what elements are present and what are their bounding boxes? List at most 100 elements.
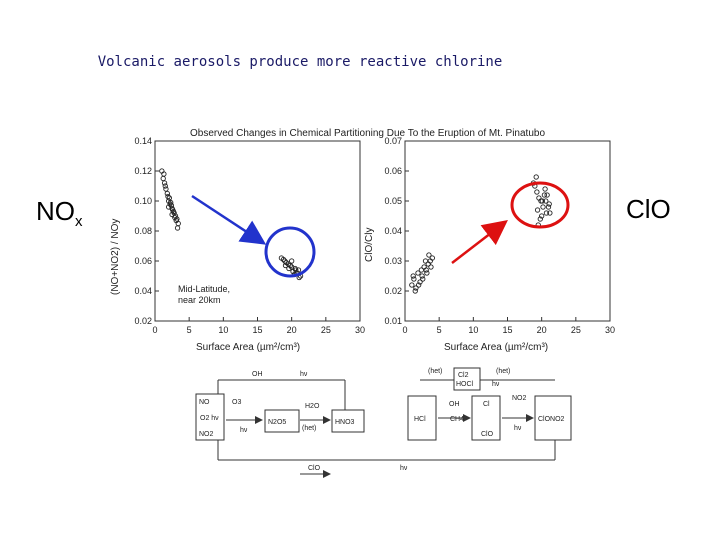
diag-left-hv2: hν xyxy=(240,427,248,434)
right-plot-data-point xyxy=(424,270,430,276)
right-plot-data-point xyxy=(420,276,426,282)
left-plot-data-point xyxy=(289,258,295,264)
left-plot-data-point xyxy=(166,204,172,210)
left-plot-xtick-label: 10 xyxy=(218,325,228,335)
left-plot-xtick-label: 15 xyxy=(252,325,262,335)
right-plot-data-point xyxy=(416,282,422,288)
left-plot-data-point xyxy=(169,211,175,218)
right-plot-data-point xyxy=(419,273,425,279)
red-highlight-ellipse xyxy=(510,181,570,229)
left-plot-data-point xyxy=(174,225,181,231)
left-plot-ytick-label: 0.02 xyxy=(134,316,152,326)
right-plot-axes: 0 5 10 15 20 25 30 0.01 0.02 0.03 0.04 0.05 0.06 0.07 xyxy=(384,136,615,335)
right-plot-data-point xyxy=(422,258,429,264)
blue-highlight-ellipse xyxy=(264,226,316,278)
right-plot-data-point xyxy=(541,192,548,198)
right-xlabel: Surface Area (µm²/cm³) xyxy=(444,342,548,353)
diag-left-hv: hν xyxy=(300,371,308,378)
left-plot-data-point xyxy=(163,186,169,192)
diag-right-ch4: CH4 xyxy=(450,416,464,423)
right-plot-data-point xyxy=(543,210,550,216)
right-plot-xtick-label: 30 xyxy=(605,325,615,335)
diag-right-cl2: Cl2 xyxy=(458,372,469,379)
diag-right-hocl: HOCl xyxy=(456,381,474,388)
left-plot-xtick-label: 30 xyxy=(355,325,365,335)
diag-left-o2hv: O2 hν xyxy=(200,415,219,422)
left-plot-data-point xyxy=(280,256,287,263)
annotation-line2: near 20km xyxy=(178,295,221,305)
right-ylabel: ClO/Cly xyxy=(364,228,375,262)
left-plot-data-point xyxy=(283,259,289,266)
figure-title: Observed Changes in Chemical Partitionin… xyxy=(190,128,545,139)
diag-bottom-clo: ClO xyxy=(308,465,321,472)
right-plot-data-point xyxy=(544,192,550,198)
right-plot-data-point xyxy=(539,213,545,219)
right-plot-data-point xyxy=(547,210,553,216)
right-plot-data-point xyxy=(412,288,418,294)
right-plot-ytick-label: 0.01 xyxy=(384,316,402,326)
left-plot-frame xyxy=(154,140,361,322)
left-plot-xtick-label: 20 xyxy=(287,325,297,335)
left-plot-axes: 0 5 10 15 20 25 30 0.02 0.04 0.06 0.08 0.10 0.12 0.14 xyxy=(134,136,365,335)
diag-right-het2: (het) xyxy=(496,368,510,375)
diag-left-het: (het) xyxy=(302,425,316,432)
diag-left-no2: NO2 xyxy=(199,431,214,438)
right-plot-data-point xyxy=(429,255,435,261)
left-plot-xtick-label: 5 xyxy=(187,325,192,335)
right-plot-ytick-label: 0.03 xyxy=(384,256,402,266)
diag-right-hv: hν xyxy=(492,381,500,388)
right-plot-xtick-label: 5 xyxy=(437,325,442,335)
right-plot-frame xyxy=(404,140,611,322)
left-ylabel: (NO+NO2) / NOy xyxy=(110,219,121,295)
right-plot-data-point xyxy=(539,198,545,204)
right-plot-data-point xyxy=(542,186,548,192)
diag-right-clono2: ClONO2 xyxy=(538,416,565,423)
left-xlabel: Surface Area (µm²/cm³) xyxy=(196,342,300,353)
right-plot-data-point xyxy=(409,282,415,288)
left-plot-data-point xyxy=(168,202,175,209)
diag-right-hv2: hν xyxy=(514,425,522,432)
diag-left-no: NO xyxy=(199,399,210,406)
left-plot-ytick-label: 0.12 xyxy=(134,166,152,176)
right-plot-data-point xyxy=(413,285,419,291)
diag-bottom-hv: hν xyxy=(400,465,408,472)
red-arrow xyxy=(451,219,508,264)
right-plot-data-point xyxy=(426,252,432,258)
nox-label: NOx xyxy=(36,196,83,231)
right-plot-xtick-label: 0 xyxy=(402,325,407,335)
left-plot-ytick-label: 0.06 xyxy=(134,256,152,266)
diag-right-cl: Cl xyxy=(483,401,490,408)
right-plot-data-point xyxy=(546,201,552,207)
right-plot-xtick-label: 10 xyxy=(468,325,478,335)
left-plot-xtick-label: 25 xyxy=(321,325,331,335)
right-plot-data-point xyxy=(540,204,546,210)
right-plot-data-point xyxy=(534,207,541,213)
left-plot-ytick-label: 0.04 xyxy=(134,286,152,296)
diag-left-n2o5: N2O5 xyxy=(268,419,286,426)
blue-arrow xyxy=(191,194,267,245)
diag-right-clo: ClO xyxy=(481,431,494,438)
diag-left-o3a: O3 xyxy=(232,399,241,406)
left-plot-ytick-label: 0.14 xyxy=(134,136,152,146)
left-plot-data-point xyxy=(164,190,170,197)
left-plot-data-point xyxy=(286,265,292,272)
left-plot-data-point xyxy=(165,193,171,200)
right-plot-data-point xyxy=(533,174,539,180)
right-plot-points xyxy=(409,174,553,294)
slide-title: Volcanic aerosols produce more reactive … xyxy=(97,54,503,70)
left-plot-xtick-label: 0 xyxy=(152,325,157,335)
right-plot-data-point xyxy=(418,267,425,273)
right-plot-ytick-label: 0.06 xyxy=(384,166,402,176)
left-plot-data-point xyxy=(282,262,289,269)
right-plot-xtick-label: 20 xyxy=(537,325,547,335)
reaction-diagram: OH hν NO O3 NO2 O2 hν hν N2O5 H2O (het) … xyxy=(195,367,572,478)
right-plot-ytick-label: 0.02 xyxy=(384,286,402,296)
right-plot-xtick-label: 15 xyxy=(502,325,512,335)
right-plot-xtick-label: 25 xyxy=(571,325,581,335)
left-plot-points xyxy=(159,168,304,281)
right-plot-data-point xyxy=(411,276,417,282)
diag-right-oh: OH xyxy=(449,401,460,408)
left-plot-ytick-label: 0.08 xyxy=(134,226,152,236)
left-plot-data-point xyxy=(162,183,168,189)
